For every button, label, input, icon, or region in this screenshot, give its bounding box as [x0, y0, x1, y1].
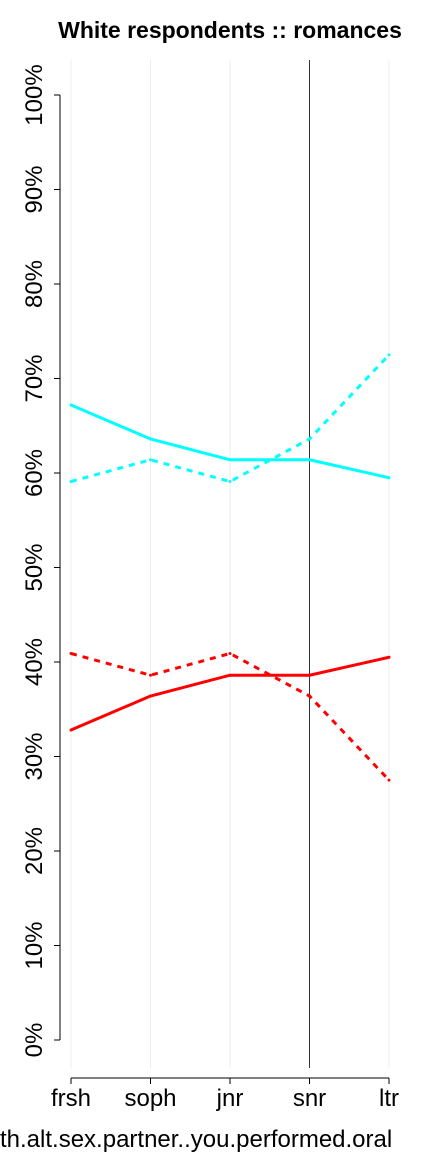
- y-tick-label: 40%: [21, 638, 48, 686]
- data-point-2-3: [308, 673, 311, 677]
- data-point-3-1: [149, 673, 152, 677]
- x-tick-label: soph: [124, 1085, 176, 1112]
- data-point-2-4: [387, 655, 391, 659]
- data-point-0-1: [149, 437, 152, 441]
- data-point-1-3: [308, 437, 311, 441]
- series-line-3: [70, 651, 391, 782]
- y-tick-label: 20%: [21, 827, 48, 875]
- data-point-0-3: [308, 458, 311, 462]
- chart-title: White respondents :: romances: [58, 17, 402, 43]
- data-point-0-4: [387, 476, 391, 480]
- data-point-2-1: [149, 694, 152, 698]
- data-point-3-4: [387, 778, 391, 782]
- x-tick-label: ltr: [379, 1085, 399, 1112]
- data-point-1-0: [69, 480, 73, 484]
- data-point-3-2: [228, 651, 232, 655]
- y-tick-label: 60%: [21, 449, 48, 497]
- data-point-2-0: [69, 728, 73, 732]
- data-point-0-2: [228, 458, 232, 462]
- series-lines: [69, 353, 391, 782]
- y-tick-label: 70%: [21, 354, 48, 402]
- y-tick-label: 80%: [21, 260, 48, 308]
- data-point-1-1: [149, 458, 152, 462]
- y-tick-label: 30%: [21, 732, 48, 780]
- data-point-1-2: [228, 480, 232, 484]
- data-point-2-2: [228, 673, 232, 677]
- axes: 0% 10% 20% 30% 40% 50% 60% 70% 80% 90% 100% frsh sop…: [21, 64, 399, 1112]
- data-point-0-0: [69, 403, 73, 407]
- x-tick-label: jnr: [216, 1085, 244, 1112]
- data-point-1-4: [387, 353, 391, 357]
- x-axis-label: th.alt.sex.partner..you.performed.oral: [0, 1126, 392, 1152]
- y-tick-label: 90%: [21, 165, 48, 213]
- y-tick-label: 100%: [21, 64, 48, 125]
- y-tick-label: 50%: [21, 543, 48, 591]
- grid-lines: [70, 60, 390, 1068]
- x-tick-label: snr: [293, 1085, 326, 1112]
- data-point-3-3: [308, 694, 311, 698]
- data-point-3-0: [69, 651, 73, 655]
- y-tick-label: 10%: [21, 921, 48, 969]
- y-tick-label: 0%: [21, 1023, 48, 1058]
- x-tick-label: frsh: [51, 1085, 91, 1112]
- series-line-1: [70, 353, 391, 484]
